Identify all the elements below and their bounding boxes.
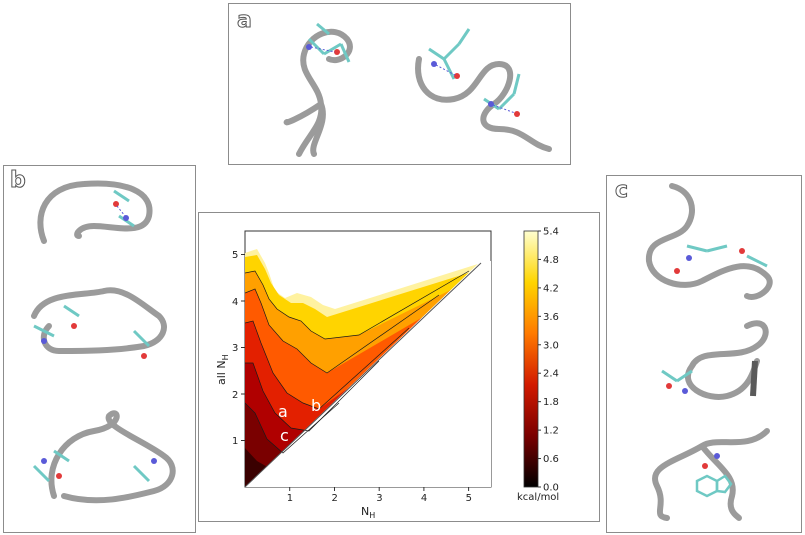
colorbar-tick-label: 4.2 [543,283,559,294]
y-axis-label: all NH [215,354,230,385]
panel-c-structures [645,183,773,521]
colorbar-tick-label: 3.0 [543,340,559,351]
colorbar-tick-label: 2.4 [543,369,559,380]
colorbar-tick-label: 0.0 [543,483,559,494]
free-energy-chart-panel: a b c 1 2 3 4 5 1 2 3 4 5 [198,212,600,522]
panel-b: b [3,165,196,533]
colorbar-unit: kcal/mol [517,492,559,503]
colorbar-tick-label: 4.8 [543,255,559,266]
colorbar-tick-label: 3.6 [543,312,559,323]
panel-c: c [606,175,802,533]
panel-c-letter: c [614,178,629,204]
peptide-structure-b3 [32,410,176,504]
x-tick-2: 2 [332,493,338,504]
y-axis-ticks: 1 2 3 4 5 [232,250,245,447]
y-tick-2: 2 [232,390,238,401]
colorbar-tick-label: 0.6 [543,454,559,465]
x-axis-ticks: 1 2 3 4 5 [287,487,472,504]
x-axis-label-main: N [361,505,369,518]
panel-a: a [228,3,571,165]
colorbar [523,230,539,488]
panel-b-structures [31,180,176,504]
panel-b-letter: b [10,168,27,194]
x-tick-1: 1 [287,493,293,504]
x-tick-4: 4 [421,493,427,504]
x-tick-3: 3 [376,493,382,504]
peptide-structure-c1 [645,183,773,300]
peptide-structure-b1 [37,180,153,244]
y-axis-label-main: all N [215,360,228,385]
panel-a-letter: a [237,8,253,34]
y-tick-3: 3 [232,343,238,354]
y-axis-label-sub: H [221,354,230,360]
colorbar-tick-label: 5.4 [543,227,559,238]
x-axis-label: NH [361,505,375,520]
energy-landscape [245,249,491,487]
peptide-structure-a1 [283,22,353,157]
peptide-structure-a2 [415,28,552,152]
x-tick-5: 5 [466,493,472,504]
peptide-structure-c2 [661,320,769,400]
state-label-c: c [280,426,289,445]
y-tick-4: 4 [232,297,238,308]
colorbar-ticks: 0.0 0.6 1.2 1.8 2.4 3.0 3.6 4.2 4.8 5.4 [538,227,559,494]
state-label-b: b [311,396,321,415]
state-label-a: a [278,402,288,421]
y-tick-5: 5 [232,250,238,261]
x-axis-label-sub: H [369,511,375,520]
panel-a-structures [283,22,552,157]
peptide-structure-b2 [31,287,167,359]
peptide-structure-c3 [652,428,770,521]
colorbar-tick-label: 1.2 [543,426,559,437]
y-tick-1: 1 [232,436,238,447]
free-energy-chart: a b c 1 2 3 4 5 1 2 3 4 5 [215,227,559,521]
colorbar-tick-label: 1.8 [543,397,559,408]
